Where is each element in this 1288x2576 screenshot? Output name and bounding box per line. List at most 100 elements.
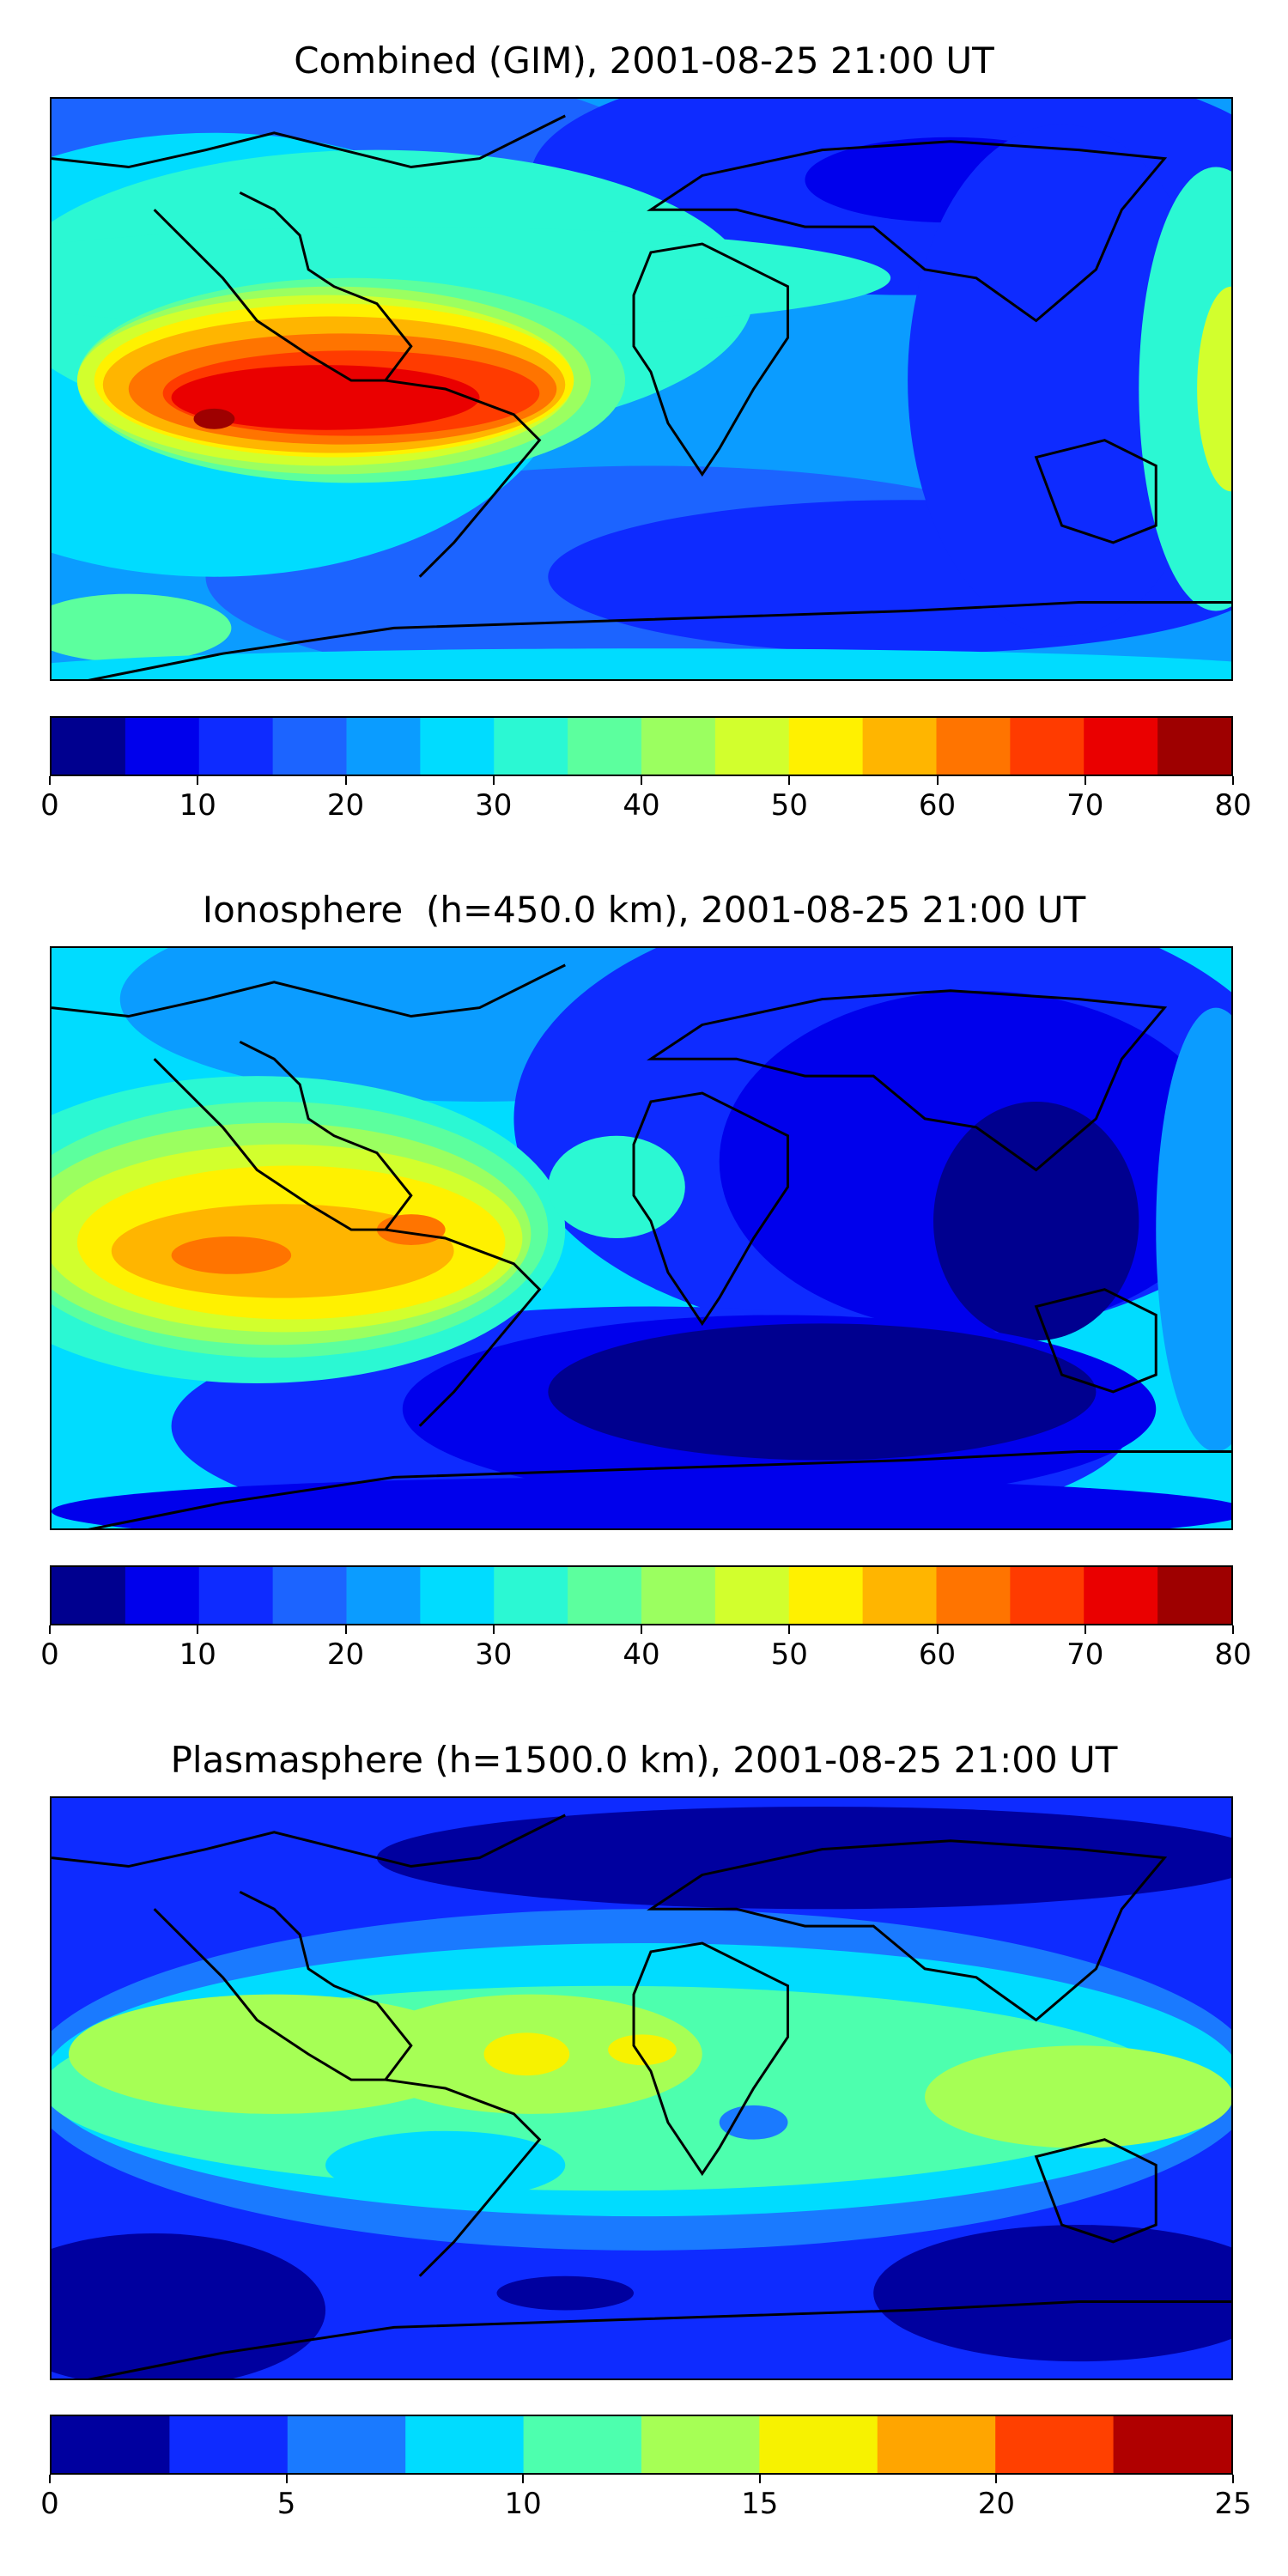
colorbar-tick-label: 0 (40, 2487, 59, 2521)
colorbar-ticks-plasmasphere: 0 5 10 15 20 25 (40, 2475, 1252, 2526)
colorbar-tick (1232, 1625, 1234, 1634)
colorbar-tick-label: 10 (179, 1637, 216, 1672)
colorbar-band (346, 718, 421, 775)
map-ionosphere-svg (52, 948, 1231, 1528)
colorbar-band (1010, 1567, 1084, 1624)
colorbar-tick-label: 70 (1066, 788, 1104, 823)
colorbar-band (936, 1567, 1011, 1624)
colorbar-band (936, 718, 1011, 775)
coastlines-combined (52, 114, 1231, 679)
map-title-plasmasphere: Plasmasphere (h=1500.0 km), 2001-08-25 2… (170, 1739, 1118, 1781)
colorbar-tick (1232, 776, 1234, 785)
colorbar-band (52, 718, 126, 775)
colorbar-tick-label: 25 (1214, 2487, 1252, 2521)
colorbar-band (714, 1567, 790, 1624)
colorbar-tick-label: 0 (40, 788, 59, 823)
colorbar-tick (197, 1625, 199, 1634)
colorbar-band (714, 718, 790, 775)
colorbar-tick (49, 776, 51, 785)
colorbar-band (169, 2416, 289, 2473)
colorbar-ionosphere-svg (52, 1567, 1231, 1624)
colorbar-tick (788, 776, 791, 785)
map-plasmasphere (50, 1796, 1233, 2380)
colorbar-tick-label: 10 (504, 2487, 542, 2521)
colorbar-band (568, 1567, 642, 1624)
colorbar-tick (49, 1625, 51, 1634)
colorbar-tick (197, 776, 199, 785)
colorbar-band (198, 718, 274, 775)
colorbar-tick (995, 2475, 998, 2483)
colorbar-band (272, 1567, 347, 1624)
colorbar-tick-label: 20 (326, 1637, 365, 1672)
map-title-ionosphere: Ionosphere (h=450.0 km), 2001-08-25 21:0… (202, 889, 1086, 931)
colorbar-band (1010, 718, 1084, 775)
colorbar-tick (758, 2475, 761, 2483)
colorbar-band (52, 2416, 170, 2473)
colorbar-band (641, 1567, 716, 1624)
colorbar-band (198, 1567, 274, 1624)
colorbar-band (125, 718, 200, 775)
colorbar-band (568, 718, 642, 775)
colorbar-tick (492, 776, 495, 785)
map-combined-svg (52, 99, 1231, 679)
colorbar-tick-label: 50 (770, 788, 808, 823)
colorbar-ticks-combined: 0 10 20 30 40 50 60 70 80 (40, 776, 1252, 828)
colorbar-tick-label: 5 (276, 2487, 296, 2521)
colorbar-band (125, 1567, 200, 1624)
map-title-combined: Combined (GIM), 2001-08-25 21:00 UT (294, 39, 994, 82)
colorbar-band (641, 2416, 760, 2473)
colorbar-tick (1084, 776, 1086, 785)
colorbar-tick-label: 60 (918, 788, 957, 823)
colorbar-band (995, 2416, 1115, 2473)
colorbar-combined-svg (52, 718, 1231, 775)
colorbar-tick-label: 15 (741, 2487, 779, 2521)
colorbar-band (1084, 718, 1158, 775)
colorbar-band (1084, 1567, 1158, 1624)
colorbar-tick (641, 776, 642, 785)
colorbar-band (788, 1567, 864, 1624)
colorbar-band (346, 1567, 421, 1624)
colorbar-band (494, 718, 568, 775)
colorbar-band (1113, 2416, 1231, 2473)
colorbar-ticks-ionosphere: 0 10 20 30 40 50 60 70 80 (40, 1625, 1252, 1677)
colorbar-tick (285, 2475, 288, 2483)
colorbar-band (52, 1567, 126, 1624)
colorbar-tick-label: 20 (326, 788, 365, 823)
colorbar-ionosphere (50, 1565, 1233, 1625)
colorbar-combined (50, 716, 1233, 776)
map-combined (50, 97, 1233, 681)
colorbar-band (862, 718, 937, 775)
colorbar-tick-label: 30 (475, 1637, 513, 1672)
colorbar-band (1157, 718, 1231, 775)
colorbar-tick-label: 70 (1066, 1637, 1104, 1672)
colorbar-tick (344, 1625, 347, 1634)
map-ionosphere (50, 946, 1233, 1530)
colorbar-tick-label: 60 (918, 1637, 957, 1672)
map-plasmasphere-svg (52, 1798, 1231, 2379)
colorbar-tick (1232, 2475, 1234, 2483)
colorbar-tick-label: 10 (179, 788, 216, 823)
colorbar-tick (522, 2475, 525, 2483)
colorbar-tick-label: 40 (623, 1637, 660, 1672)
colorbar-band (494, 1567, 568, 1624)
colorbar-tick-label: 40 (623, 788, 660, 823)
colorbar-band (420, 718, 495, 775)
colorbar-tick-label: 20 (977, 2487, 1016, 2521)
colorbar-tick (788, 1625, 791, 1634)
colorbar-tick-label: 80 (1214, 788, 1252, 823)
colorbar-band (862, 1567, 937, 1624)
colorbar-tick (492, 1625, 495, 1634)
colorbar-band (877, 2416, 996, 2473)
colorbar-tick-label: 50 (770, 1637, 808, 1672)
colorbar-tick-label: 0 (40, 1637, 59, 1672)
coastlines-plasmasphere (52, 1814, 1231, 2379)
colorbar-tick (936, 776, 939, 785)
colorbar-band (272, 718, 347, 775)
colorbar-band (523, 2416, 642, 2473)
colorbar-tick (344, 776, 347, 785)
colorbar-plasmasphere-svg (52, 2416, 1231, 2473)
colorbar-plasmasphere (50, 2415, 1233, 2475)
colorbar-band (420, 1567, 495, 1624)
colorbar-band (405, 2416, 525, 2473)
colorbar-band (1157, 1567, 1231, 1624)
